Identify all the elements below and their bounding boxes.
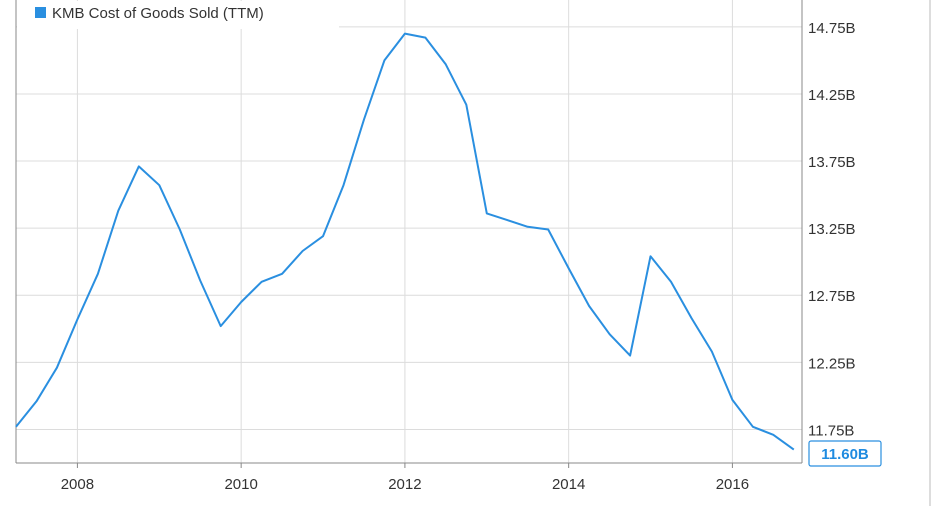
legend-swatch	[35, 7, 46, 18]
x-tick-label: 2008	[61, 476, 94, 493]
x-axis-ticks: 2008 2010 2012 2014 2016	[61, 476, 749, 493]
grid-lines	[16, 0, 802, 468]
legend[interactable]: KMB Cost of Goods Sold (TTM)	[17, 1, 339, 29]
y-tick-label: 14.25B	[808, 87, 856, 104]
plot-frame	[15, 0, 931, 506]
y-axis-ticks: 11.75B 12.25B 12.75B 13.25B 13.75B 14.25B 14.7…	[808, 20, 856, 440]
x-tick-label: 2016	[716, 476, 749, 493]
y-tick-label: 14.75B	[808, 20, 856, 37]
y-tick-label: 12.75B	[808, 288, 856, 305]
legend-background	[17, 1, 339, 29]
last-value-badge-box	[808, 440, 882, 467]
last-value-label: 11.60B	[821, 446, 869, 463]
series-layer	[15, 32, 795, 451]
series-line	[15, 32, 795, 451]
last-value-badge: 11.60B	[808, 440, 882, 467]
y-tick-label: 13.75B	[808, 154, 856, 171]
y-tick-label: 11.75B	[808, 422, 854, 439]
x-tick-label: 2010	[224, 476, 257, 493]
y-tick-label: 12.25B	[808, 355, 856, 372]
x-tick-label: 2014	[552, 476, 585, 493]
legend-label: KMB Cost of Goods Sold (TTM)	[52, 5, 264, 22]
y-tick-label: 13.25B	[808, 221, 856, 238]
x-tick-label: 2012	[388, 476, 421, 493]
